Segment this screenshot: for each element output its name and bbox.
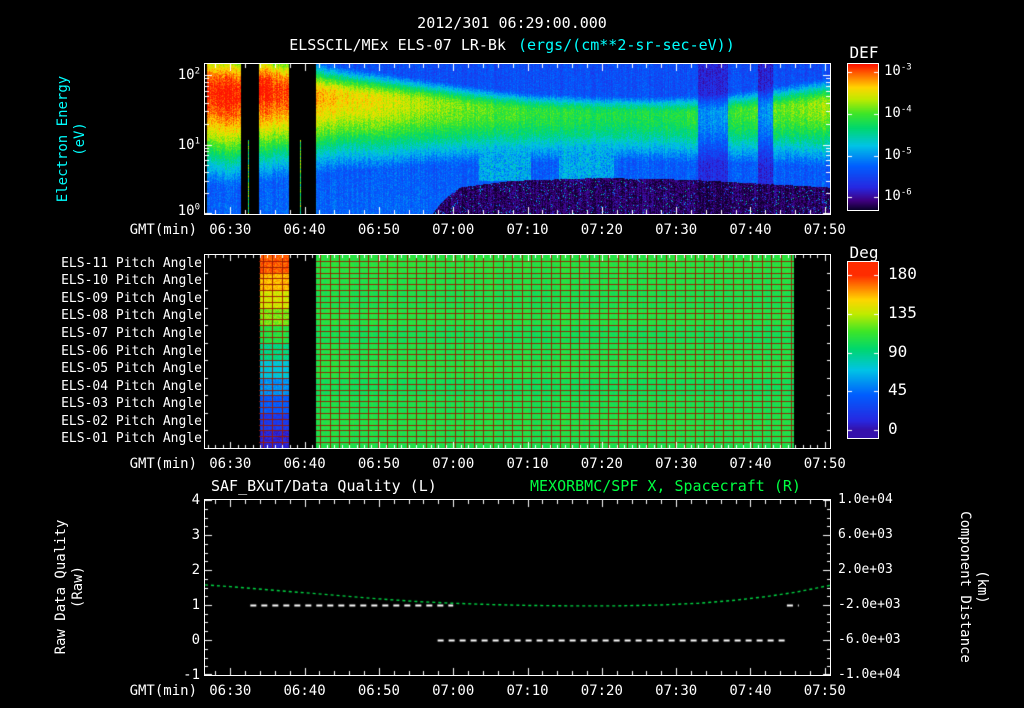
def-colorbar-tick-label: 10-6 [884,187,912,205]
def-colorbar-panel [847,63,879,211]
x-tick-label: 07:50 [803,456,846,472]
x-tick-label: 07:50 [803,222,846,238]
x-tick-label: 06:50 [357,683,400,699]
gmt-label-middle: GMT(min) [129,456,197,472]
x-tick-label: 07:40 [729,222,772,238]
deg-colorbar-tick-label: 0 [888,419,898,439]
deg-colorbar-canvas [848,262,878,438]
quality-y-tick-label: 2 [191,562,200,578]
distance-y-tick-label: 2.0e+03 [838,562,893,577]
deg-colorbar-tick-label: 90 [888,341,908,361]
x-tick-label: 06:50 [357,222,400,238]
x-tick-label: 07:30 [655,456,698,472]
distance-axis-label-units: (km) [974,570,990,604]
deg-colorbar-tick-label: 45 [888,380,908,400]
quality-y-tick-label: 1 [191,597,200,613]
energy-y-tick-label: 100 [177,202,200,219]
energy-spectrogram-canvas [205,64,830,214]
pitch-row-label: ELS-05 Pitch Angle [61,361,202,377]
x-tick-label: 07:30 [655,222,698,238]
quality-axis-label-line1: Raw Data Quality [53,519,69,655]
x-tick-label: 07:20 [580,683,623,699]
quality-y-tick-label: 4 [191,492,200,508]
line-plot-canvas [205,500,830,675]
pitch-angle-canvas [205,255,830,448]
line-plot-title-right: MEXORBMC/SPF X, Spacecraft (R) [530,477,801,495]
instrument-title: ELSSCIL/MEx ELS-07 LR-Bk [289,36,506,54]
x-tick-label: 06:30 [209,456,252,472]
gmt-label-bottom: GMT(min) [129,683,197,699]
energy-y-tick-label: 101 [177,135,200,153]
def-colorbar-tick-label: 10-4 [884,104,912,122]
energy-spectrogram-panel [204,63,831,215]
energy-axis-label-line1: Electron Energy [55,75,71,203]
energy-y-tick-label: 102 [177,66,200,84]
x-tick-label: 06:40 [283,683,326,699]
colorbar-deg-label: Deg [849,243,879,262]
x-tick-label: 06:30 [209,683,252,699]
pitch-angle-panel [204,254,831,449]
deg-colorbar-panel [847,261,879,439]
x-tick-label: 07:00 [432,683,475,699]
x-tick-label: 07:10 [506,456,549,472]
pitch-row-label: ELS-10 Pitch Angle [61,273,202,289]
pitch-row-label: ELS-01 Pitch Angle [61,431,202,447]
pitch-row-label: ELS-07 Pitch Angle [61,325,202,341]
quality-y-tick-label: -1 [183,667,200,683]
line-plot-title-left: SAF_BXuT/Data Quality (L) [211,477,437,495]
x-tick-label: 06:40 [283,456,326,472]
gmt-label-top: GMT(min) [129,222,197,238]
energy-axis-label: Electron Energy (eV) [55,76,89,202]
x-tick-label: 07:30 [655,683,698,699]
pitch-row-label: ELS-06 Pitch Angle [61,343,202,359]
distance-y-tick-label: 6.0e+03 [838,527,893,542]
datetime-title: 2012/301 06:29:00.000 [417,14,607,32]
pitch-row-label: ELS-09 Pitch Angle [61,290,202,306]
distance-y-tick-label: 1.0e+04 [838,492,893,507]
line-plot-panel [204,499,831,676]
pitch-row-label: ELS-02 Pitch Angle [61,413,202,429]
x-tick-label: 06:50 [357,456,400,472]
def-colorbar-tick-label: 10-3 [884,62,912,80]
x-tick-label: 07:10 [506,222,549,238]
pitch-row-label: ELS-08 Pitch Angle [61,308,202,324]
x-tick-label: 07:20 [580,222,623,238]
x-tick-label: 07:10 [506,683,549,699]
def-colorbar-canvas [848,64,878,210]
distance-y-tick-label: -1.0e+04 [838,667,901,682]
x-tick-label: 06:40 [283,222,326,238]
distance-y-tick-label: -6.0e+03 [838,632,901,647]
quality-axis-label: Raw Data Quality (Raw) [53,520,87,655]
deg-colorbar-tick-label: 180 [888,263,917,283]
def-colorbar-tick-label: 10-5 [884,146,912,163]
x-tick-label: 07:40 [729,456,772,472]
distance-axis-label: (km) Component Distance [956,511,990,663]
plot-title-row: ELSSCIL/MEx ELS-07 LR-Bk (ergs/(cm**2-sr-… [0,36,1024,54]
x-tick-label: 07:40 [729,683,772,699]
pitch-row-label: ELS-04 Pitch Angle [61,378,202,394]
x-tick-label: 07:50 [803,683,846,699]
units-label: (ergs/(cm**2-sr-sec-eV)) [518,36,735,54]
pitch-row-label: ELS-11 Pitch Angle [61,255,202,271]
energy-axis-label-line2: (eV) [72,122,88,156]
x-tick-label: 06:30 [209,222,252,238]
deg-colorbar-tick-label: 135 [888,302,917,322]
colorbar-def-label: DEF [849,43,879,62]
distance-y-tick-label: -2.0e+03 [838,597,901,612]
quality-y-tick-label: 0 [191,632,200,648]
pitch-row-label: ELS-03 Pitch Angle [61,396,202,412]
distance-axis-label-line1: Component Distance [957,511,973,663]
x-tick-label: 07:00 [432,456,475,472]
x-tick-label: 07:00 [432,222,475,238]
quality-axis-label-line2: (Raw) [70,565,86,609]
quality-y-tick-label: 3 [191,527,200,543]
x-tick-label: 07:20 [580,456,623,472]
